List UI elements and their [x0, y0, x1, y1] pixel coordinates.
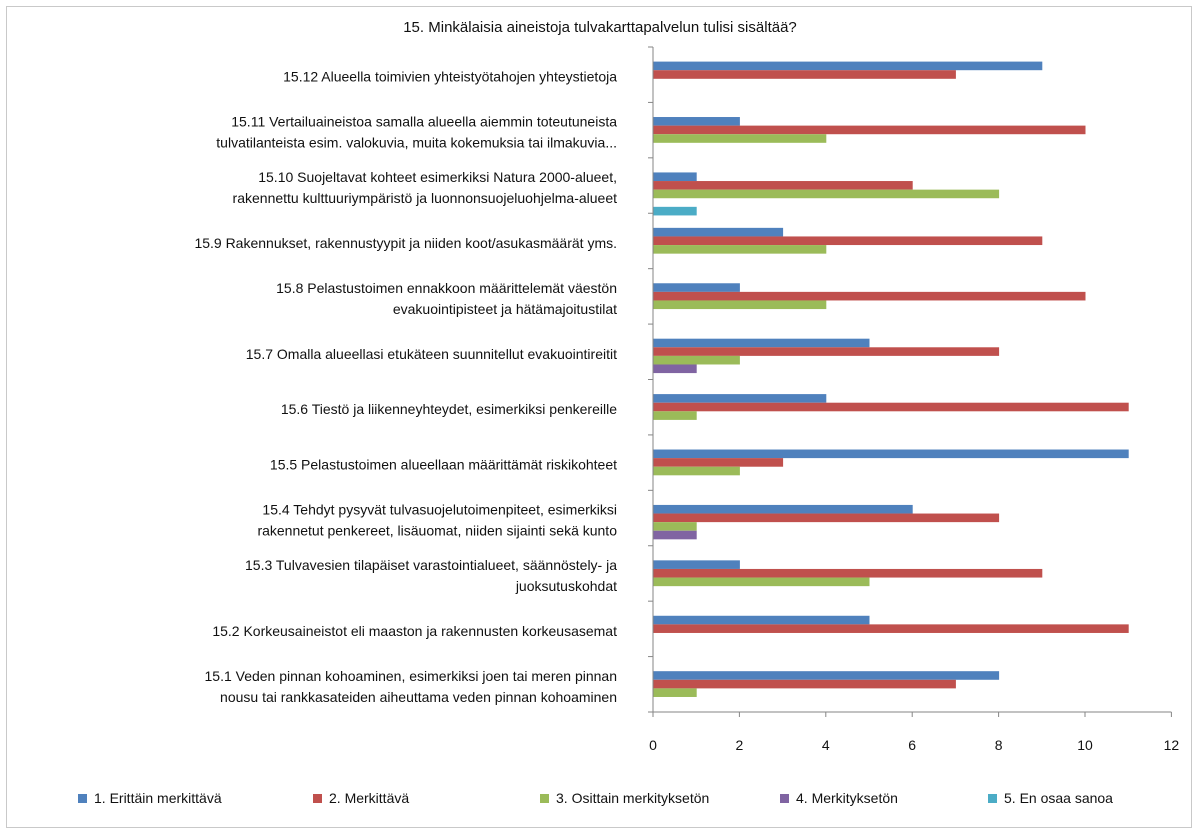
bar: 1. Erittäin merkittävä: 4	[653, 394, 827, 403]
x-tick-label: 0	[649, 737, 657, 753]
bar: 1. Erittäin merkittävä: 2	[653, 560, 740, 569]
bar: 3. Osittain merkityksetön: 2	[653, 355, 740, 365]
bar: 2. Merkittävä: 8	[653, 347, 1000, 356]
bar: 1. Erittäin merkittävä: 5	[653, 615, 870, 625]
category-label: rakennettu kulttuuriympäristö ja luonnon…	[233, 190, 618, 206]
bar: 1. Erittäin merkittävä: 9	[653, 61, 1043, 71]
bar: 3. Osittain merkityksetön: 1	[653, 411, 697, 420]
category-label: 15.10 Suojeltavat kohteet esimerkiksi Na…	[258, 169, 617, 185]
bar: 4. Merkityksetön: 1	[653, 364, 697, 374]
x-tick-label: 10	[1077, 737, 1093, 753]
bar: 1. Erittäin merkittävä: 3	[653, 227, 784, 237]
bar: 1. Erittäin merkittävä: 1	[653, 172, 697, 182]
bar: 2. Merkittävä: 6	[653, 181, 913, 190]
bar: 3. Osittain merkityksetön: 5	[653, 577, 870, 587]
legend-item: 2. Merkittävä	[313, 790, 409, 806]
legend-label: 2. Merkittävä	[329, 790, 409, 806]
legend-item: 4. Merkityksetön	[780, 790, 898, 806]
category-label: juoksutuskohdat	[515, 578, 617, 594]
category-label: 15.3 Tulvavesien tilapäiset varastointia…	[245, 557, 617, 573]
bar: 2. Merkittävä: 10	[653, 291, 1086, 301]
x-tick-label: 12	[1164, 737, 1180, 753]
bar: 5. En osaa sanoa: 1	[653, 206, 697, 216]
category-label: 15.7 Omalla alueellasi etukäteen suunnit…	[246, 346, 617, 362]
legend-swatch	[313, 794, 322, 803]
x-tick-label: 4	[822, 737, 830, 753]
bar: 3. Osittain merkityksetön: 2	[653, 466, 740, 476]
category-label: 15.11 Vertailuaineistoa samalla alueella…	[231, 114, 617, 130]
bar: 3. Osittain merkityksetön: 4	[653, 300, 827, 310]
legend-swatch	[988, 794, 997, 803]
legend-item: 5. En osaa sanoa	[988, 790, 1113, 806]
category-label: 15.6 Tiestö ja liikenneyhteydet, esimerk…	[281, 401, 617, 417]
bar: 2. Merkittävä: 3	[653, 458, 784, 467]
bar: 2. Merkittävä: 7	[653, 679, 956, 689]
bar: 3. Osittain merkityksetön: 1	[653, 688, 697, 697]
legend-swatch	[540, 794, 549, 803]
category-label: 15.1 Veden pinnan kohoaminen, esimerkiks…	[205, 668, 618, 684]
bar: 2. Merkittävä: 11	[653, 624, 1129, 633]
bar: 3. Osittain merkityksetön: 4	[653, 245, 827, 254]
category-label: tulvatilanteista esim. valokuvia, muita …	[216, 135, 617, 151]
x-tick-label: 6	[908, 737, 916, 753]
category-label: evakuointipisteet ja hätämajoitustilat	[393, 301, 617, 317]
legend-label: 4. Merkityksetön	[796, 790, 898, 806]
bar: 2. Merkittävä: 10	[653, 125, 1086, 135]
bar: 1. Erittäin merkittävä: 11	[653, 449, 1129, 459]
legend-label: 1. Erittäin merkittävä	[94, 790, 222, 806]
chart-frame	[6, 6, 1192, 828]
bar: 4. Merkityksetön: 1	[653, 530, 697, 540]
x-tick-label: 8	[995, 737, 1003, 753]
bar: 2. Merkittävä: 7	[653, 70, 956, 79]
legend: 1. Erittäin merkittävä 2. Merkittävä 3. Os…	[78, 790, 1113, 806]
plot-area: 0 2 4 6 8 10 121. Erittäin merkittävä: 92. Mer…	[194, 46, 1180, 753]
legend-label: 5. En osaa sanoa	[1004, 790, 1113, 806]
bar: 2. Merkittävä: 11	[653, 402, 1129, 412]
category-label: 15.5 Pelastustoimen alueellaan määrittäm…	[270, 457, 617, 473]
category-label: 15.12 Alueella toimivien yhteistyötahoje…	[283, 69, 617, 85]
x-tick-label: 2	[736, 737, 744, 753]
chart-title: 15. Minkälaisia aineistoja tulvakarttapa…	[403, 19, 797, 36]
category-label: rakennetut penkereet, lisäuomat, niiden …	[257, 523, 617, 539]
category-label: 15.9 Rakennukset, rakennustyypit ja niid…	[194, 235, 617, 251]
category-label: 15.2 Korkeusaineistot eli maaston ja rak…	[212, 623, 617, 639]
category-label: 15.8 Pelastustoimen ennakkoon määrittele…	[276, 280, 617, 296]
category-label: 15.4 Tehdyt pysyvät tulvasuojelutoimenpi…	[262, 502, 617, 518]
bar: 1. Erittäin merkittävä: 2	[653, 117, 740, 126]
legend-swatch	[78, 794, 87, 803]
bar: 3. Osittain merkityksetön: 8	[653, 189, 1000, 199]
bar: 1. Erittäin merkittävä: 2	[653, 283, 740, 292]
bar: 2. Merkittävä: 9	[653, 568, 1043, 578]
bar: 1. Erittäin merkittävä: 5	[653, 338, 870, 348]
bar: 3. Osittain merkityksetön: 4	[653, 134, 827, 143]
legend-item: 3. Osittain merkityksetön	[540, 790, 709, 806]
category-label: nousu tai rankkasateiden aiheuttama vede…	[220, 689, 617, 705]
bar: 2. Merkittävä: 8	[653, 513, 1000, 523]
bar: 1. Erittäin merkittävä: 8	[653, 671, 1000, 680]
legend-item: 1. Erittäin merkittävä	[78, 790, 222, 806]
bar: 3. Osittain merkityksetön: 1	[653, 522, 697, 531]
bar: 2. Merkittävä: 9	[653, 236, 1043, 246]
legend-label: 3. Osittain merkityksetön	[556, 790, 709, 806]
bar: 1. Erittäin merkittävä: 6	[653, 504, 913, 514]
legend-swatch	[780, 794, 789, 803]
